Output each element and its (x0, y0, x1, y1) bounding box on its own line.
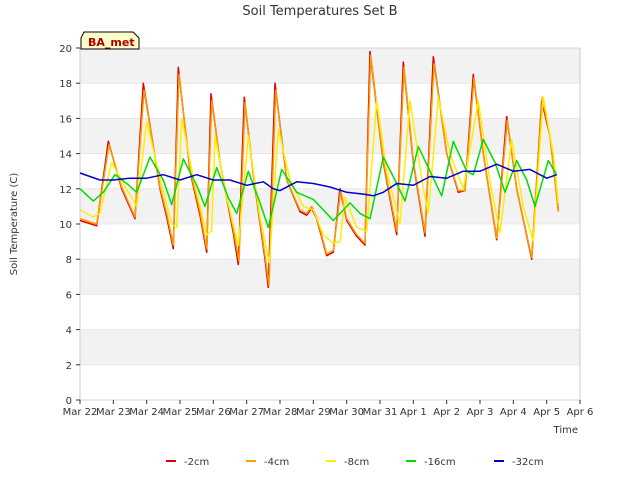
series-line-16cmcm (79, 138, 558, 229)
x-tick-label: Apr 6 (567, 407, 594, 418)
y-tick-label: 12 (59, 185, 72, 196)
legend-item: -4cm (246, 457, 289, 468)
y-tick-label: 4 (66, 326, 72, 337)
series-line-8cmcm (79, 96, 560, 264)
x-tick-label: Mar 31 (363, 407, 398, 418)
legend: -2cm -4cm -8cm -16cm -32cm (166, 457, 544, 468)
x-tick-label: Mar 29 (296, 407, 331, 418)
legend-item: -2cm (166, 457, 209, 468)
x-tick-label: Mar 27 (229, 407, 264, 418)
y-tick-label: 8 (66, 255, 72, 266)
x-tick-label: Mar 22 (63, 407, 98, 418)
y-tick-label: 20 (59, 44, 72, 55)
y-axis-ticks: 0 2 4 6 8 10 12 14 16 18 20 (59, 44, 80, 407)
site-annotation: BA_met (80, 31, 140, 50)
y-axis-label: Soil Temperature (C) (9, 173, 20, 276)
grid-band (80, 48, 580, 84)
x-tick-label: Apr 4 (500, 407, 527, 418)
annotation-box (80, 31, 140, 50)
legend-label: -32cm (512, 457, 544, 468)
x-tick-label: Mar 30 (329, 407, 364, 418)
annotation-label: BA_met (88, 36, 135, 49)
series-line-32cmcm (79, 163, 557, 197)
y-tick-label: 10 (59, 220, 72, 231)
x-tick-label: Mar 23 (96, 407, 131, 418)
y-tick-label: 2 (66, 361, 72, 372)
y-tick-label: 14 (59, 150, 72, 161)
x-tick-label: Mar 24 (129, 407, 164, 418)
x-tick-label: Apr 5 (533, 407, 560, 418)
x-tick-label: Mar 28 (263, 407, 298, 418)
x-tick-label: Mar 25 (163, 407, 198, 418)
gridlines (80, 47, 580, 401)
y-tick-label: 6 (66, 290, 72, 301)
x-tick-label: Mar 26 (196, 407, 231, 418)
legend-item: -32cm (494, 457, 544, 468)
y-tick-label: 0 (66, 396, 72, 407)
legend-label: -2cm (184, 457, 209, 468)
x-tick-label: Apr 2 (433, 407, 460, 418)
legend-item: -16cm (406, 457, 456, 468)
grid-band (80, 329, 580, 365)
x-tick-label: Apr 1 (400, 407, 427, 418)
y-tick-label: 16 (59, 114, 72, 125)
legend-item: -8cm (326, 457, 369, 468)
x-axis-label: Time (553, 425, 578, 436)
legend-label: -8cm (344, 457, 369, 468)
legend-label: -4cm (264, 457, 289, 468)
grid-band (80, 118, 580, 154)
series-lines (79, 50, 560, 289)
grid-band (80, 259, 580, 295)
chart-title: Soil Temperatures Set B (242, 4, 397, 19)
x-tick-label: Apr 3 (467, 407, 494, 418)
y-tick-label: 18 (59, 79, 72, 90)
legend-label: -16cm (424, 457, 456, 468)
